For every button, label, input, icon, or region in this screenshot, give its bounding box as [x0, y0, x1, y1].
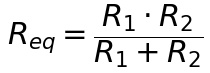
Text: $R_{eq} = \dfrac{R_1 \cdot R_2}{R_1 + R_2}$: $R_{eq} = \dfrac{R_1 \cdot R_2}{R_1 + R_…: [7, 3, 203, 70]
